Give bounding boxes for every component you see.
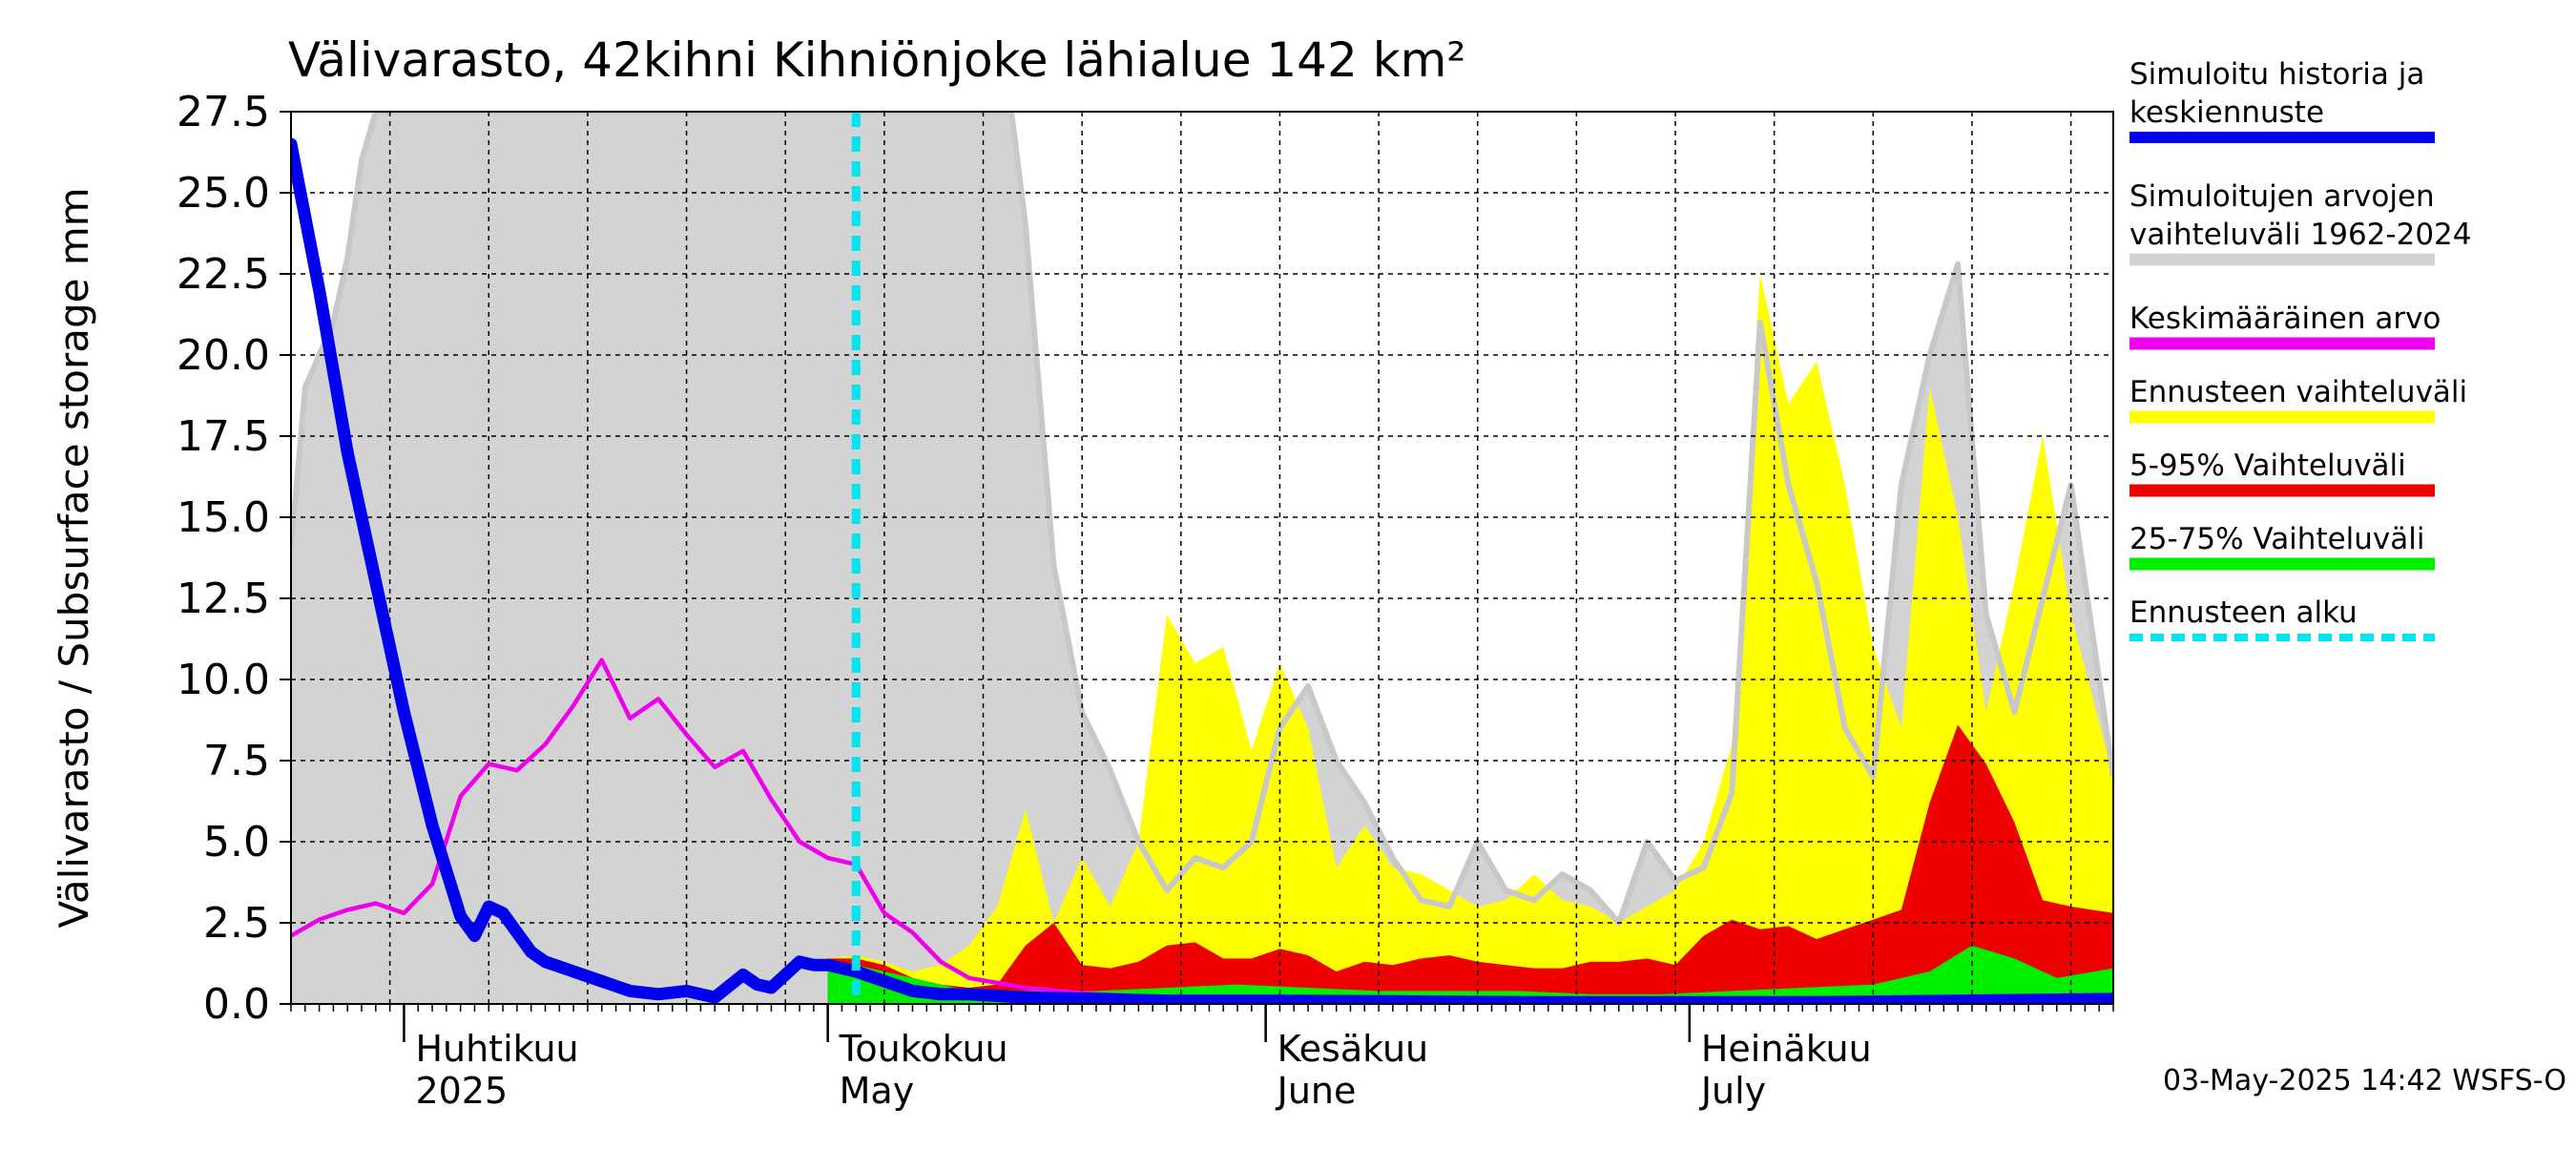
y-tick-label: 22.5 — [177, 250, 270, 299]
y-tick-label: 17.5 — [177, 412, 270, 461]
y-tick-label: 7.5 — [203, 737, 270, 785]
y-axis-label: Välivarasto / Subsurface storage mm — [51, 187, 97, 928]
legend-label: 25-75% Vaihteluväli — [2129, 522, 2425, 556]
y-tick-label: 27.5 — [177, 88, 270, 136]
plot-area — [291, 112, 2113, 1004]
legend-label: Ennusteen vaihteluväli — [2129, 375, 2467, 409]
forecast-range-band — [827, 274, 2113, 1004]
legend-label: Keskimääräinen arvo — [2129, 302, 2441, 336]
axes: 0.0 2.5 5.0 7.5 10.0 12.5 15.0 17.5 20.0 22.5 25.0… — [177, 88, 2114, 1112]
x-month-label: Kesäkuu — [1278, 1028, 1429, 1070]
chart-title: Välivarasto, 42kihni Kihniönjoke lähialu… — [288, 32, 1465, 88]
x-month-sublabel: 2025 — [415, 1070, 508, 1112]
history-range-band — [291, 112, 2113, 1004]
y-tick-label: 5.0 — [203, 818, 270, 867]
y-tick-label: 10.0 — [177, 656, 270, 704]
history-forecast-line — [291, 137, 2113, 1004]
footer-timestamp: 03-May-2025 14:42 WSFS-O — [2163, 1064, 2566, 1097]
plot-frame — [290, 111, 2114, 1005]
x-month-sublabel: May — [840, 1070, 915, 1112]
y-tick-label: 0.0 — [203, 980, 270, 1029]
x-month-label: Toukokuu — [839, 1028, 1008, 1070]
x-month-label: Heinäkuu — [1701, 1028, 1872, 1070]
legend-label: keskiennuste — [2129, 95, 2324, 130]
legend-label: Ennusteen alku — [2129, 595, 2358, 630]
range-median-line — [291, 112, 2113, 926]
legend-label: vaihteluväli 1962-2024 — [2129, 218, 2471, 252]
p5-95-band — [827, 724, 2113, 1004]
legend-label: 5-95% Vaihteluväli — [2129, 449, 2406, 483]
y-tick-label: 15.0 — [177, 493, 270, 542]
y-tick-label: 20.0 — [177, 331, 270, 380]
x-month-sublabel: July — [1699, 1070, 1766, 1112]
y-tick-label: 2.5 — [203, 899, 270, 948]
y-tick-label: 25.0 — [177, 169, 270, 218]
series-layer — [291, 112, 2113, 1004]
x-month-sublabel: June — [1276, 1070, 1357, 1112]
p25-75-band — [827, 945, 2113, 1004]
legend-label: Simuloitujen arvojen — [2129, 179, 2435, 214]
legend-label: Simuloitu historia ja — [2129, 57, 2424, 92]
y-tick-label: 12.5 — [177, 574, 270, 623]
grid-lines — [291, 112, 2113, 1004]
x-month-label: Huhtikuu — [415, 1028, 578, 1070]
